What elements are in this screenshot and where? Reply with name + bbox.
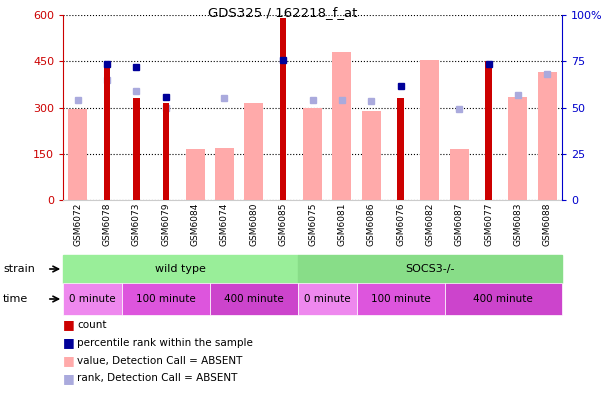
Text: wild type: wild type <box>155 264 206 274</box>
Bar <box>397 98 404 200</box>
Bar <box>104 64 111 200</box>
Text: 100 minute: 100 minute <box>371 294 430 304</box>
Text: GDS325 / 162218_f_at: GDS325 / 162218_f_at <box>208 6 357 19</box>
Bar <box>298 255 562 283</box>
Text: value, Detection Call = ABSENT: value, Detection Call = ABSENT <box>77 356 242 366</box>
Text: ■: ■ <box>63 372 75 385</box>
Text: 400 minute: 400 minute <box>224 294 284 304</box>
Text: count: count <box>77 320 106 330</box>
Text: 400 minute: 400 minute <box>474 294 533 304</box>
Text: rank, Detection Call = ABSENT: rank, Detection Call = ABSENT <box>77 373 237 383</box>
Bar <box>163 103 169 200</box>
Bar <box>508 97 528 200</box>
Bar <box>244 103 263 200</box>
Bar <box>210 283 298 315</box>
Bar <box>356 283 445 315</box>
Text: time: time <box>3 294 28 304</box>
Text: ■: ■ <box>63 318 75 331</box>
Bar <box>450 149 469 200</box>
Bar <box>186 149 205 200</box>
Text: SOCS3-/-: SOCS3-/- <box>405 264 454 274</box>
Bar <box>445 283 562 315</box>
Bar <box>280 18 287 200</box>
Bar <box>486 61 492 200</box>
Bar <box>69 109 87 200</box>
Text: 0 minute: 0 minute <box>304 294 350 304</box>
Bar <box>332 52 352 200</box>
Text: percentile rank within the sample: percentile rank within the sample <box>77 338 253 348</box>
Bar <box>538 72 557 200</box>
Bar <box>298 283 356 315</box>
Bar <box>362 110 381 200</box>
Bar <box>133 98 139 200</box>
Text: 100 minute: 100 minute <box>136 294 196 304</box>
Text: ■: ■ <box>63 336 75 349</box>
Bar <box>63 283 122 315</box>
Text: 0 minute: 0 minute <box>69 294 116 304</box>
Bar <box>420 60 439 200</box>
Text: ■: ■ <box>63 354 75 367</box>
Bar <box>63 255 298 283</box>
Text: strain: strain <box>3 264 35 274</box>
Bar <box>122 283 210 315</box>
Bar <box>215 148 234 200</box>
Bar <box>303 107 322 200</box>
